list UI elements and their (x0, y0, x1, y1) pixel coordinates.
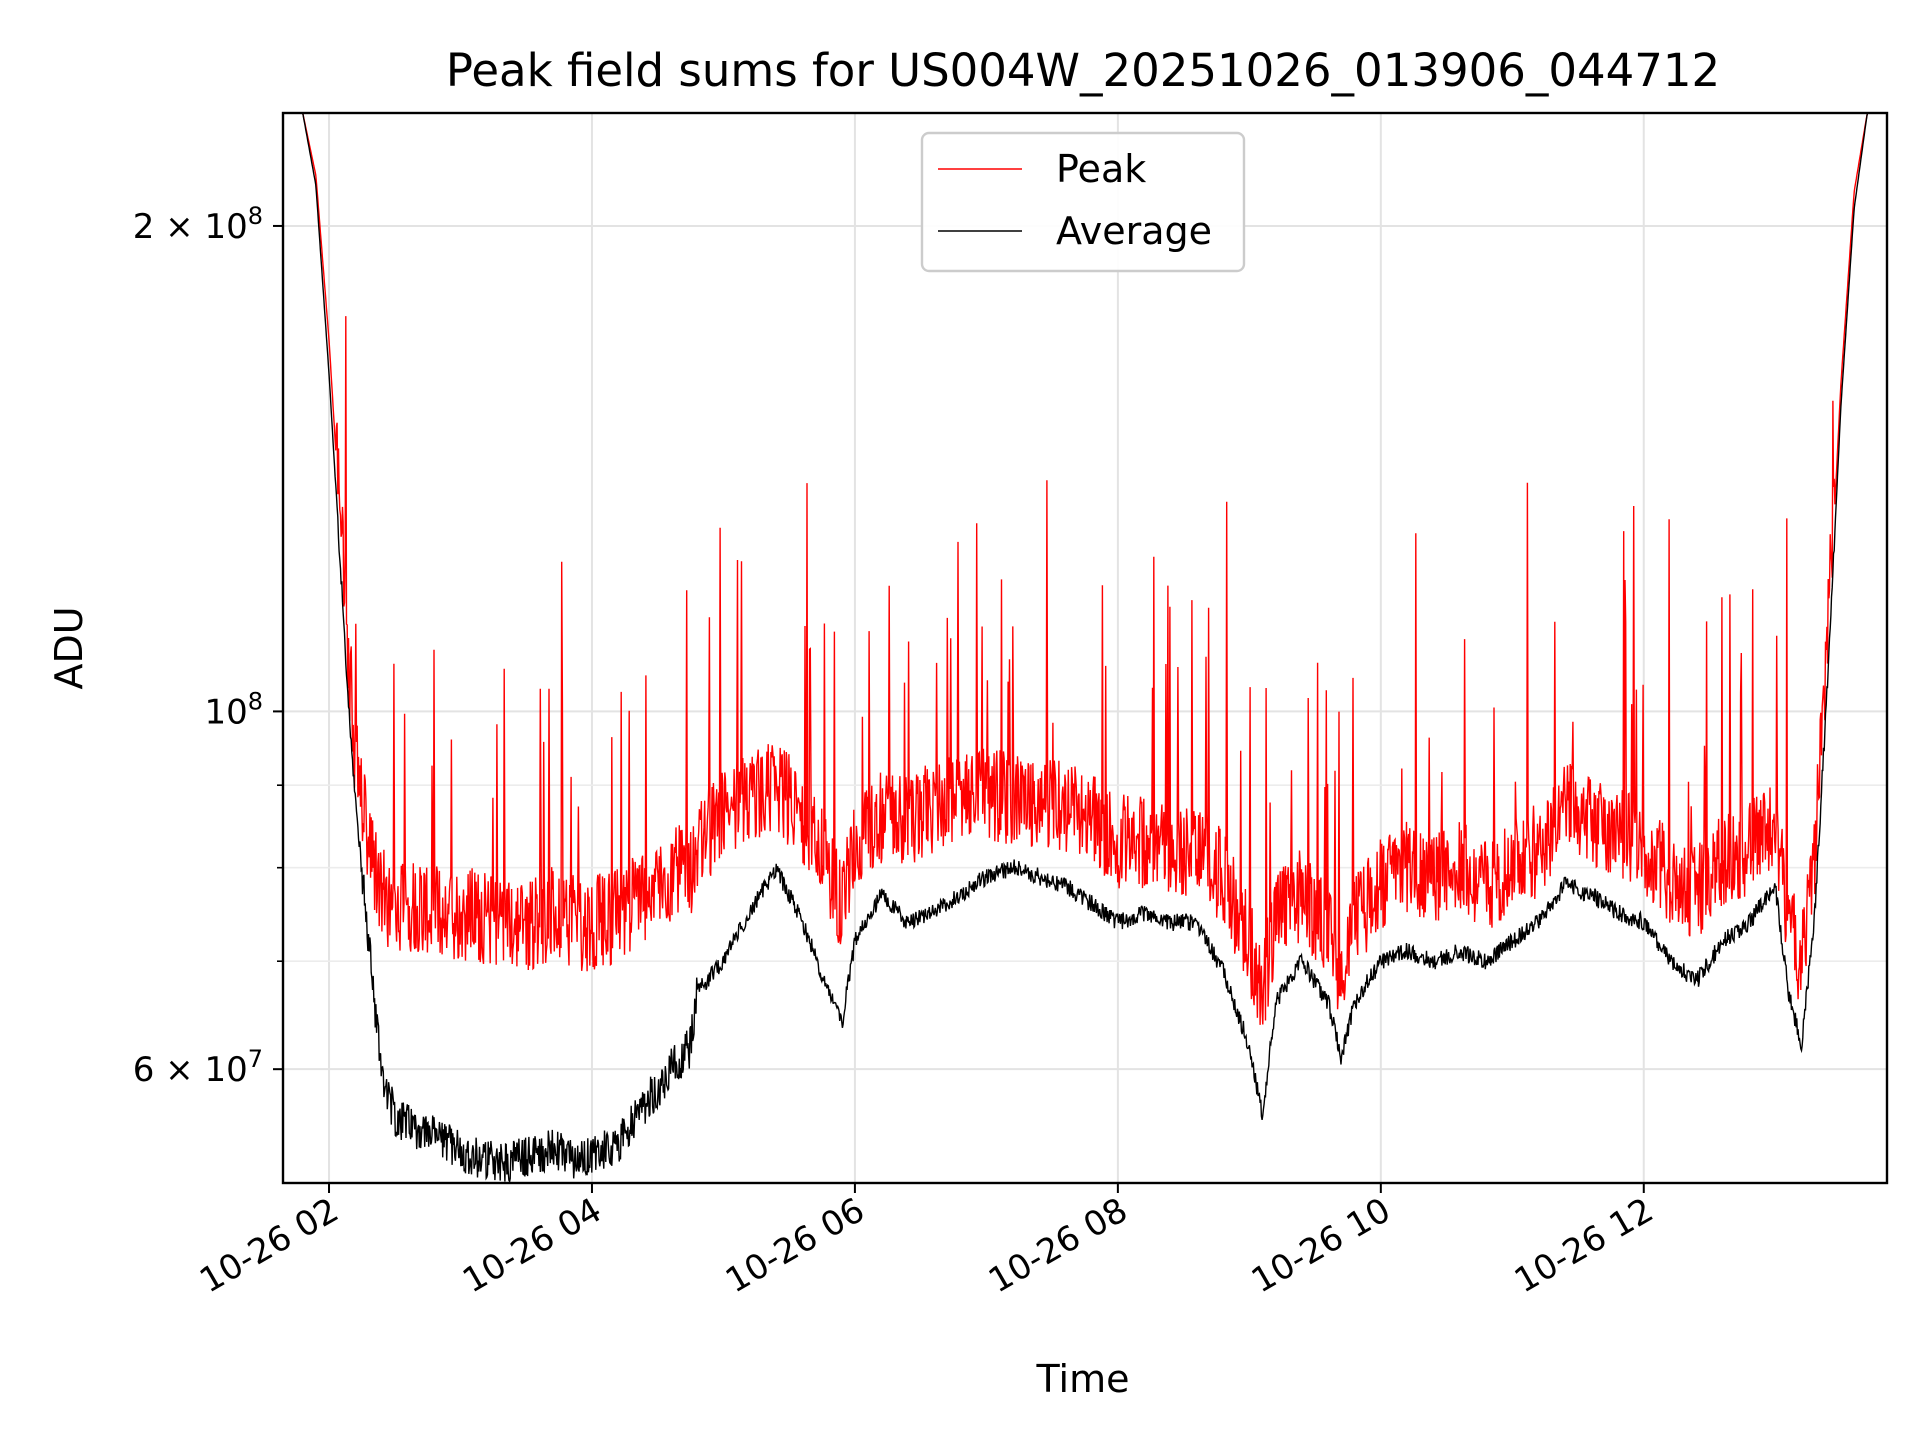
y-axis-ticks: 6 × 107 108 2 × 108 (133, 202, 283, 1090)
plot-frame (281, 111, 1889, 1185)
series-lines (283, 113, 1887, 1183)
chart-title: Peak field sums for US004W_20251026_0139… (446, 44, 1720, 97)
y-tick-label: 6 × 107 (133, 1045, 263, 1090)
grid-lines (283, 113, 1887, 1183)
y-axis-label: ADU (47, 606, 91, 689)
series-peak-line (283, 113, 1887, 1025)
legend-label-peak: Peak (1056, 147, 1146, 191)
legend-box (920, 131, 1246, 273)
x-axis-label: Time (1036, 1357, 1130, 1401)
series-average-line (283, 113, 1887, 1183)
y-tick-label: 108 (204, 687, 263, 732)
y-tick-label: 2 × 108 (133, 202, 263, 247)
legend-label-average: Average (1056, 209, 1212, 253)
legend: Peak Average (920, 131, 1246, 273)
